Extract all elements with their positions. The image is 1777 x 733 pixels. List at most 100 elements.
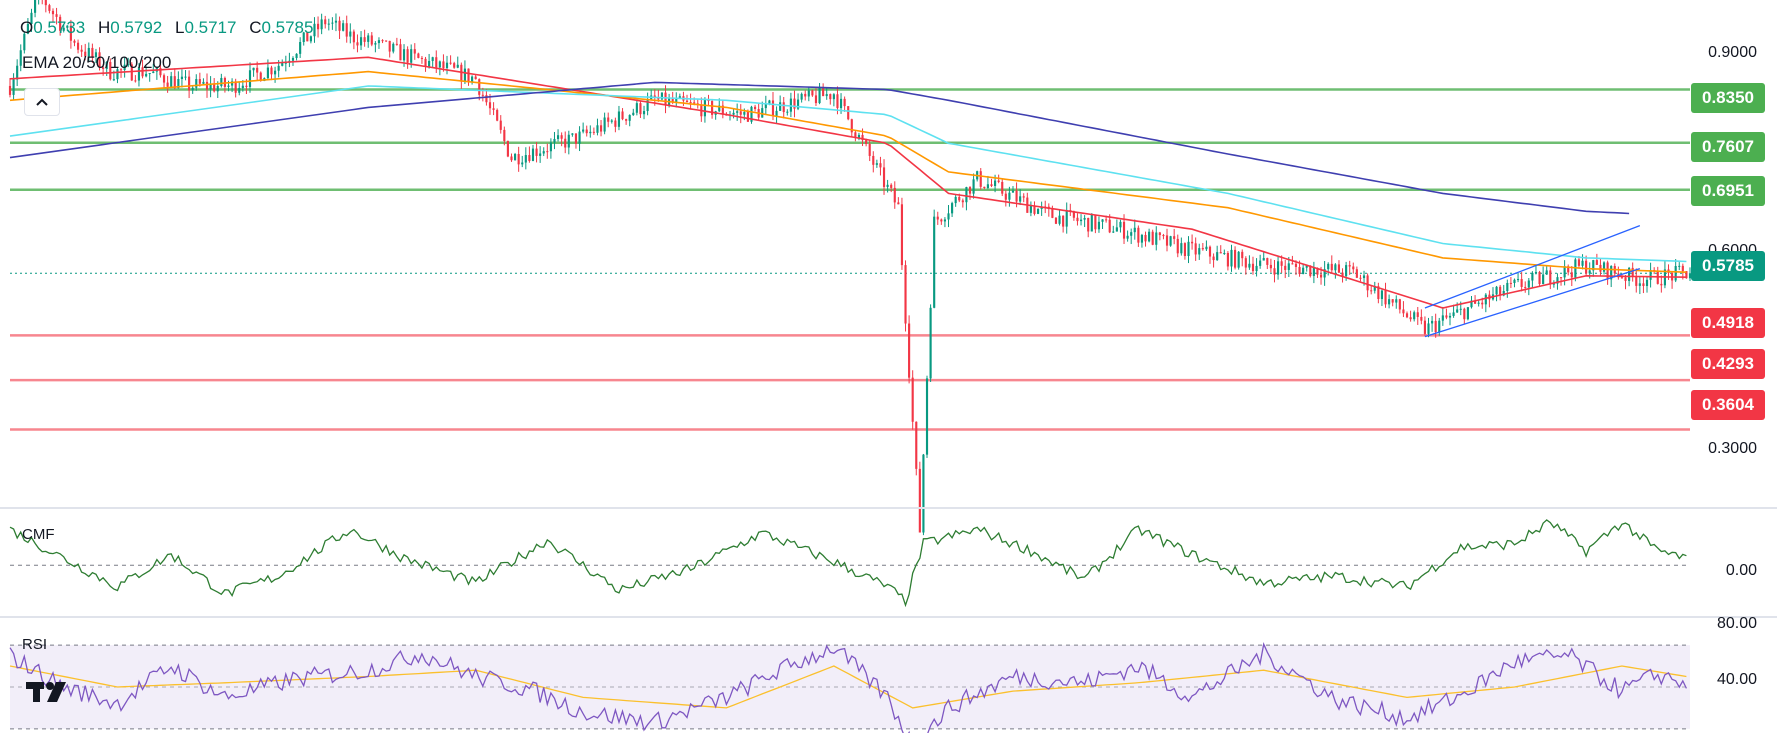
candle-body: [112, 79, 115, 81]
candle-body: [994, 180, 997, 186]
candle-body: [986, 184, 989, 188]
candle-body: [395, 43, 398, 45]
candle-body: [1391, 299, 1394, 303]
candle-body: [800, 93, 803, 100]
collapse-legend-button[interactable]: [24, 88, 60, 116]
candle-body: [632, 112, 635, 116]
candle-body: [721, 105, 724, 115]
candle-body: [836, 94, 839, 109]
candle-body: [965, 187, 968, 203]
candle-body: [739, 111, 742, 115]
candle-body: [238, 87, 241, 93]
candle-body: [84, 51, 87, 57]
candle-body: [789, 98, 792, 112]
candle-body: [1122, 221, 1126, 239]
resistance-tag: 0.6951: [1691, 176, 1765, 206]
candle-body: [843, 98, 846, 107]
ema-100-line: [9, 85, 1687, 263]
candle-body: [1212, 256, 1215, 261]
candle-body: [897, 202, 900, 205]
candle-body: [1144, 234, 1147, 242]
candle-body: [968, 187, 972, 194]
candle-body: [105, 62, 108, 69]
candle-body: [1191, 241, 1194, 244]
candle-body: [428, 60, 431, 67]
candle-body: [1226, 252, 1229, 267]
candle-body: [879, 163, 882, 168]
candle-body: [904, 265, 907, 324]
candle-body: [1051, 208, 1054, 218]
candle-body: [1416, 312, 1419, 317]
candle-body: [170, 76, 173, 87]
candle-body: [585, 129, 588, 134]
candle-body: [1280, 261, 1283, 266]
candle-body: [1545, 270, 1548, 275]
support-tag: 0.4918: [1691, 308, 1765, 338]
candle-body: [1201, 248, 1204, 250]
candle-body: [73, 40, 76, 43]
candle-body: [177, 79, 180, 89]
candle-body: [1588, 270, 1591, 274]
candle-body: [1610, 265, 1613, 280]
candle-body: [1674, 266, 1677, 281]
candle-body: [1076, 217, 1079, 222]
candle-body: [685, 100, 689, 103]
candle-body: [137, 67, 141, 81]
candle-body: [1642, 283, 1645, 287]
support-tag: 0.3604: [1691, 390, 1765, 420]
candle-body: [352, 31, 355, 43]
candle-body: [374, 43, 377, 45]
candle-body: [990, 184, 993, 186]
candle-body: [1183, 243, 1186, 257]
candle-body: [1004, 193, 1007, 200]
candle-body: [1413, 312, 1416, 320]
candle-body: [1165, 235, 1169, 246]
candle-body: [549, 142, 552, 152]
tradingview-logo[interactable]: [26, 680, 74, 706]
candle-body: [1133, 227, 1136, 233]
candle-body: [1194, 243, 1197, 255]
candle-body: [596, 125, 599, 133]
candle-body: [281, 63, 284, 66]
candle-body: [1180, 243, 1183, 254]
candle-body: [736, 111, 739, 113]
candle-body: [1312, 267, 1315, 276]
candle-body: [1029, 205, 1032, 213]
candle-body: [252, 67, 255, 71]
chevron-up-icon: [36, 98, 48, 106]
candle-body: [213, 83, 216, 92]
candle-body: [607, 117, 610, 122]
candle-body: [148, 73, 151, 75]
channel-trendline: [1424, 267, 1641, 338]
candle-body: [1001, 181, 1004, 194]
candle-body: [779, 102, 782, 111]
candle-body: [324, 19, 327, 25]
candle-body: [1388, 299, 1391, 305]
candle-body: [911, 377, 914, 422]
candle-body: [1140, 234, 1144, 243]
candle-body: [499, 120, 502, 130]
candle-body: [1058, 215, 1061, 224]
candle-body: [1606, 262, 1609, 280]
candle-body: [707, 99, 710, 102]
candle-body: [1062, 215, 1065, 227]
candle-body: [875, 163, 878, 165]
candle-body: [299, 42, 302, 54]
candle-body: [1567, 266, 1570, 273]
candle-body: [59, 16, 62, 31]
candle-body: [1036, 208, 1040, 214]
candle-body: [460, 64, 463, 82]
candle-body: [1456, 309, 1459, 313]
candle-body: [62, 27, 65, 31]
ema-legend[interactable]: EMA 20/50/100/200: [22, 53, 172, 72]
candle-body: [703, 99, 706, 117]
candle-body: [1205, 246, 1208, 250]
candle-body: [635, 103, 638, 113]
candle-body: [825, 94, 828, 97]
candle-body: [639, 103, 642, 115]
candle-body: [381, 40, 384, 42]
candle-body: [284, 62, 287, 64]
candle-body: [145, 73, 148, 77]
candle-body: [8, 85, 12, 95]
